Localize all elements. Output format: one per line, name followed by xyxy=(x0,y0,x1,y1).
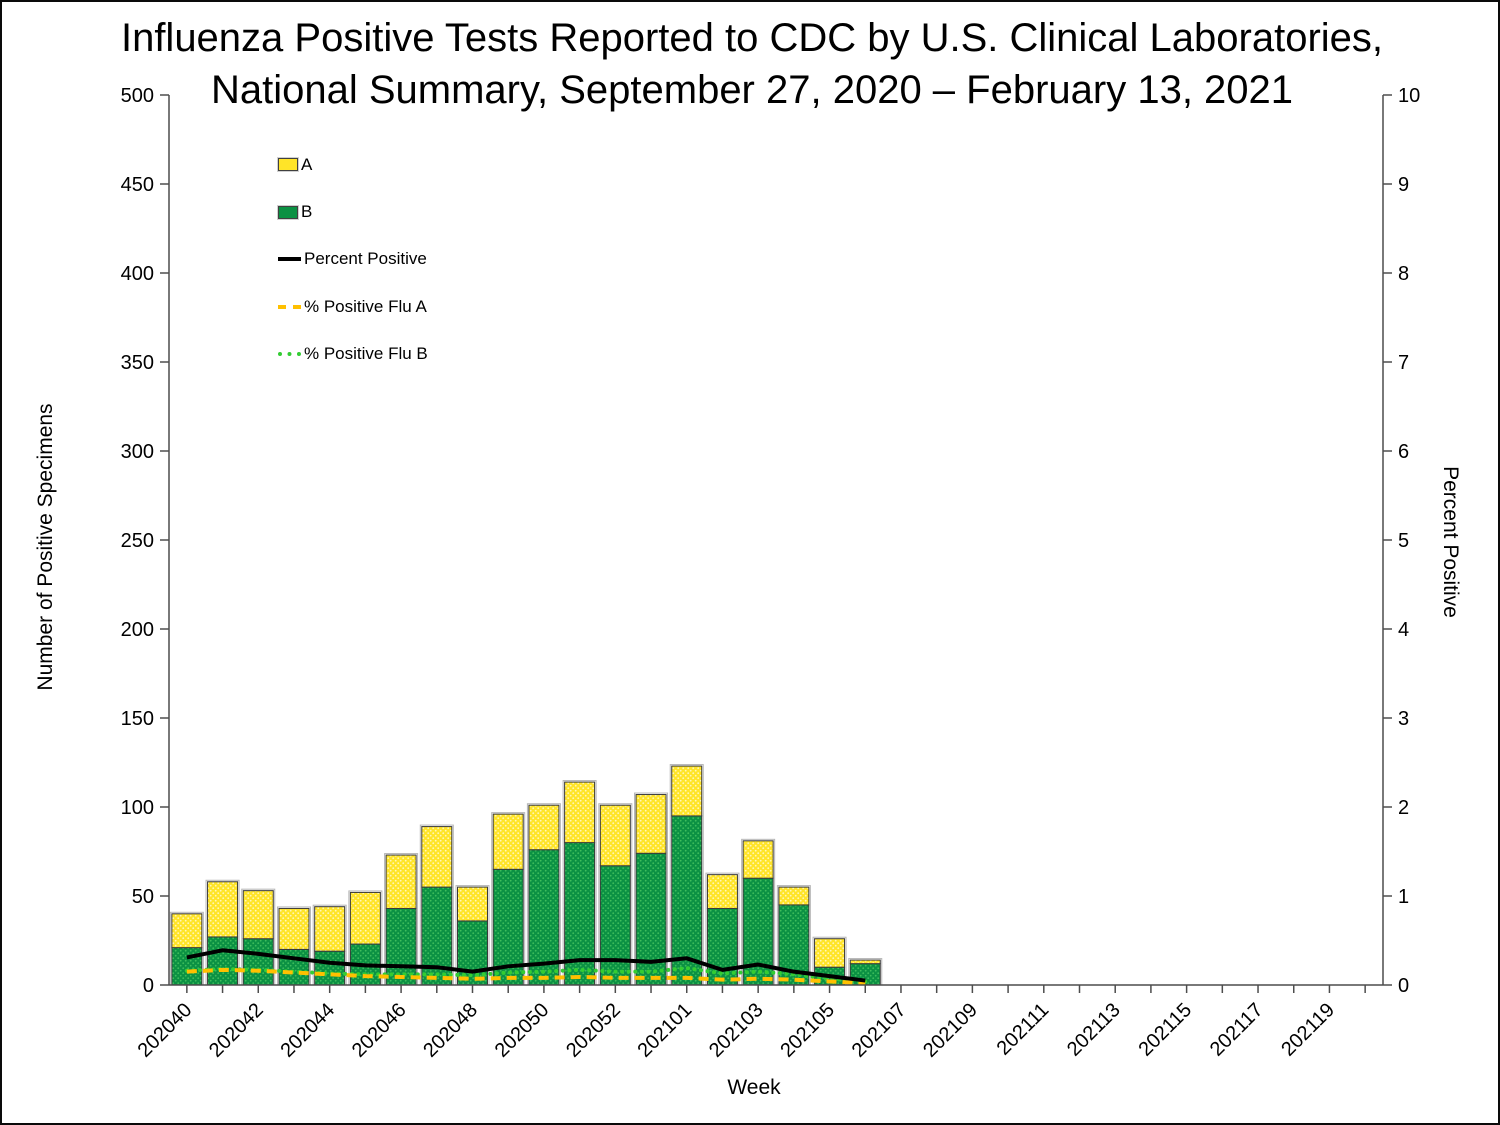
y-left-tick-label: 400 xyxy=(121,263,154,285)
bar-segment-a xyxy=(671,765,703,817)
y-right-tick-label: 8 xyxy=(1398,263,1409,285)
y-left-tick-label: 100 xyxy=(121,797,154,819)
chart-title: Influenza Positive Tests Reported to CDC… xyxy=(107,12,1397,116)
x-tick-label: 202119 xyxy=(1277,999,1339,1061)
bar-segment-b xyxy=(599,865,631,986)
bar-segment-a xyxy=(706,874,738,909)
bar-segment-a xyxy=(278,907,310,950)
legend-item-label: Percent Positive xyxy=(304,249,427,269)
y-left-tick-label: 0 xyxy=(143,975,154,997)
y-right-tick-label: 3 xyxy=(1398,708,1409,730)
y-right-tick-label: 4 xyxy=(1398,619,1409,641)
legend-item-label: % Positive Flu A xyxy=(304,296,427,316)
bar-segment-a xyxy=(314,906,346,952)
x-tick-label: 202101 xyxy=(634,999,697,1062)
bar-segment-b xyxy=(171,947,203,986)
bar-segment-a xyxy=(349,891,381,945)
bar-segment-a xyxy=(171,913,203,949)
y-right-tick-label: 5 xyxy=(1398,530,1409,552)
bar-segment-a xyxy=(778,886,810,906)
y-right-tick-label: 0 xyxy=(1398,975,1409,997)
bar-segment-b xyxy=(242,938,274,986)
bar-segment-a xyxy=(242,890,274,940)
legend-item-label: A xyxy=(301,154,313,174)
x-tick-label: 202115 xyxy=(1134,999,1196,1061)
x-tick-label: 202050 xyxy=(491,999,554,1062)
bar-segment-a xyxy=(207,881,239,938)
legend-item-a: A xyxy=(278,141,428,188)
x-tick-label: 202048 xyxy=(419,999,482,1062)
bar-segment-a xyxy=(742,840,774,879)
bar-segment-a xyxy=(457,886,488,922)
bar-segment-b xyxy=(314,950,346,986)
y-left-tick-label: 350 xyxy=(121,352,154,374)
legend-item-b: B xyxy=(278,188,428,235)
y-right-tick-label: 2 xyxy=(1398,797,1409,819)
legend-swatch-line-dotted xyxy=(278,352,301,357)
legend-item-percent-positive: Percent Positive xyxy=(278,236,428,283)
legend-item-label: B xyxy=(301,202,313,222)
bar-segment-a xyxy=(492,813,524,870)
bar-segment-b xyxy=(207,936,239,986)
x-tick-label: 202103 xyxy=(705,999,768,1062)
legend-swatch-rect xyxy=(278,158,298,172)
x-tick-label: 202040 xyxy=(134,999,197,1062)
bar-segment-a xyxy=(814,938,846,968)
bar-segment-a xyxy=(528,804,560,851)
x-tick-label: 202117 xyxy=(1206,999,1268,1061)
y-right-tick-label: 6 xyxy=(1398,441,1409,463)
x-tick-label: 202044 xyxy=(276,999,339,1062)
y-left-tick-label: 150 xyxy=(121,708,154,730)
chart-title-line1: Influenza Positive Tests Reported to CDC… xyxy=(120,16,1384,60)
legend-swatch-rect xyxy=(278,205,298,219)
x-tick-label: 202113 xyxy=(1063,999,1125,1061)
legend-item-positive-flu-a: % Positive Flu A xyxy=(278,283,428,330)
y-left-tick-label: 500 xyxy=(121,85,154,107)
y-left-tick-label: 200 xyxy=(121,619,154,641)
x-tick-label: 202052 xyxy=(562,999,625,1062)
legend-item-positive-flu-b: % Positive Flu B xyxy=(278,331,428,378)
bar-segment-b xyxy=(742,877,774,986)
bar-segment-b xyxy=(385,907,417,986)
chart-title-line2: National Summary, September 27, 2020 – F… xyxy=(210,68,1294,112)
legend-swatch-line-solid xyxy=(278,257,301,262)
y-left-tick-label: 50 xyxy=(132,886,154,908)
line-percent-positive xyxy=(186,948,866,983)
bar-segment-a xyxy=(385,854,417,909)
y-left-tick-label: 250 xyxy=(121,530,154,552)
x-tick-label: 202107 xyxy=(848,999,911,1062)
bar-segment-a xyxy=(564,781,596,844)
bar-segment-b xyxy=(564,842,596,986)
y-left-tick-label: 300 xyxy=(121,441,154,463)
bar-segment-b xyxy=(635,852,667,986)
bar-segment-b xyxy=(278,948,310,986)
x-tick-label: 202111 xyxy=(993,999,1054,1060)
y-right-tick-label: 9 xyxy=(1398,174,1409,196)
y-left-tick-label: 450 xyxy=(121,174,154,196)
bar-segment-a xyxy=(599,804,631,867)
line-positive-flu-a xyxy=(186,967,866,986)
x-tick-label: 202042 xyxy=(205,999,268,1062)
legend-item-label: % Positive Flu B xyxy=(304,344,428,364)
x-tick-label: 202109 xyxy=(919,999,982,1062)
legend-swatch-line-dashed xyxy=(278,304,301,309)
bar-segment-a xyxy=(849,959,881,965)
x-tick-label: 202046 xyxy=(348,999,411,1062)
bar-segment-a xyxy=(421,826,453,888)
x-axis-title: Week xyxy=(727,1076,781,1099)
y-right-tick-label: 7 xyxy=(1398,352,1409,374)
legend: A B Percent Positive % Positive Flu A % Posi… xyxy=(278,141,428,378)
x-tick-label: 202105 xyxy=(776,999,839,1062)
y-right-tick-label: 10 xyxy=(1398,85,1420,107)
y-right-tick-label: 1 xyxy=(1398,886,1409,908)
bar-segment-a xyxy=(635,794,667,854)
